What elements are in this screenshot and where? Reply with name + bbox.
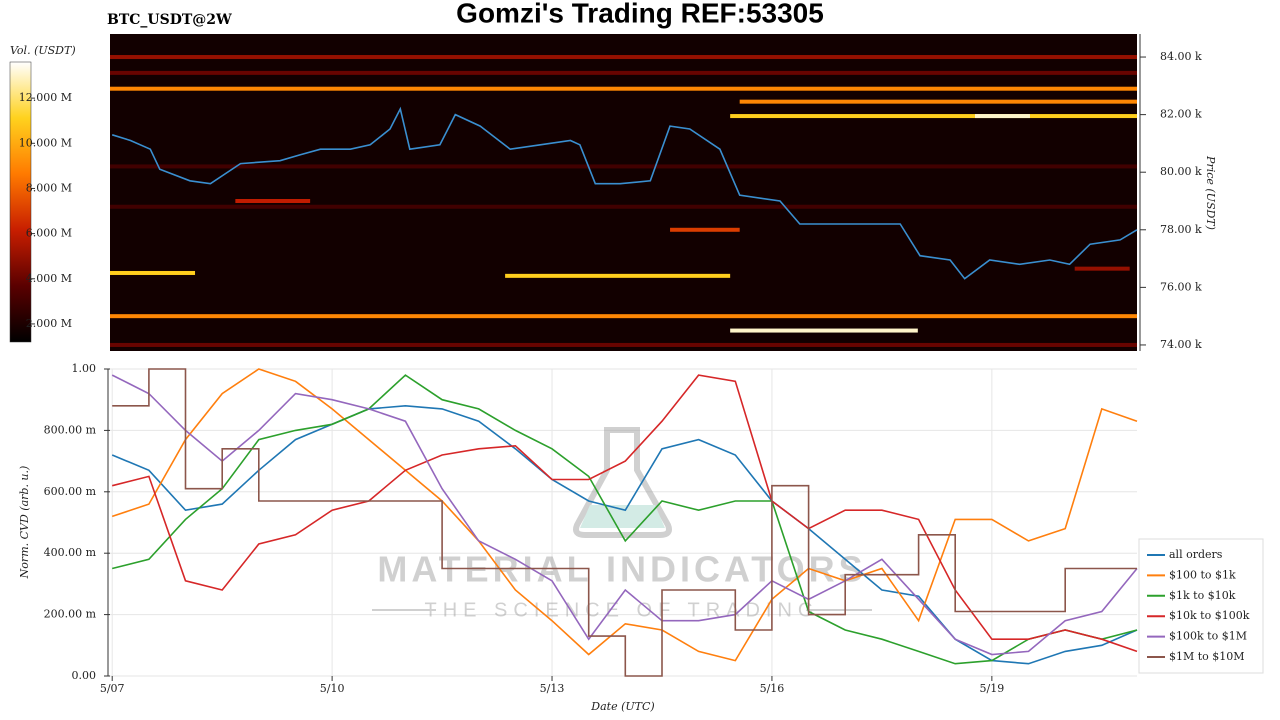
y-tick-label: 76.00 k xyxy=(1160,280,1202,293)
legend-label: $1M to $10M xyxy=(1169,650,1245,663)
liquidity-level xyxy=(1074,266,1130,271)
liquidity-level xyxy=(110,342,1137,347)
liquidity-level xyxy=(110,204,1137,209)
liquidity-level xyxy=(110,314,1137,319)
colorbar-tick-label: 10.000 M xyxy=(19,136,72,149)
liquidity-level xyxy=(110,86,1137,91)
x-tick-label: 5/19 xyxy=(980,682,1005,695)
watermark-icon xyxy=(573,427,672,538)
colorbar-tick-label: 8.000 M xyxy=(26,181,72,194)
watermark-subtitle: THE SCIENCE OF TRADING xyxy=(425,599,820,621)
y-axis-label: Norm. CVD (arb. u.) xyxy=(18,466,31,580)
liquidity-level xyxy=(110,55,1137,60)
liquidity-level xyxy=(730,328,918,333)
symbol-label: BTC_USDT@2W xyxy=(107,12,232,28)
x-tick-label: 5/13 xyxy=(540,682,565,695)
price-line xyxy=(111,106,1138,280)
cvd-line xyxy=(111,404,1138,665)
y-tick-label: 84.00 k xyxy=(1160,50,1202,63)
legend-label: $1k to $10k xyxy=(1169,589,1236,602)
y-tick-label: 1.00 xyxy=(72,362,97,375)
liquidity-level xyxy=(110,70,1137,75)
y-tick-label: 800.00 m xyxy=(44,423,97,436)
watermark-icon-fill xyxy=(580,505,665,528)
legend-label: $10k to $100k xyxy=(1169,609,1250,622)
liquidity-level xyxy=(110,270,196,275)
y-axis-label: Price (USDT) xyxy=(1204,155,1217,230)
colorbar-tick-label: 12.000 M xyxy=(19,91,72,104)
liquidity-level xyxy=(670,227,740,232)
heatmap-background xyxy=(110,34,1137,351)
y-tick-label: 78.00 k xyxy=(1160,223,1202,236)
cvd-line xyxy=(112,374,1138,653)
x-tick-label: 5/07 xyxy=(100,682,125,695)
legend-box xyxy=(1138,538,1264,674)
colorbar-tick-label: 4.000 M xyxy=(26,272,72,285)
liquidity-level xyxy=(505,273,731,278)
liquidity-level xyxy=(974,114,1030,119)
legend-label: $100k to $1M xyxy=(1169,630,1247,643)
y-tick-label: 74.00 k xyxy=(1160,338,1202,351)
colorbar-label: Vol. (USDT) xyxy=(10,44,76,57)
y-tick-label: 80.00 k xyxy=(1160,165,1202,178)
y-tick-label: 200.00 m xyxy=(44,608,97,621)
colorbar-tick-label: 2.000 M xyxy=(26,317,72,330)
liquidity-level xyxy=(739,99,1137,104)
colorbar xyxy=(9,61,32,343)
liquidity-level xyxy=(110,164,1137,169)
y-tick-label: 400.00 m xyxy=(44,546,97,559)
colorbar-tick-label: 6.000 M xyxy=(26,227,72,240)
x-tick-label: 5/10 xyxy=(320,682,345,695)
chart-title: Gomzi's Trading REF:53305 xyxy=(456,0,824,28)
y-tick-label: 82.00 k xyxy=(1160,108,1202,121)
cvd-line xyxy=(111,374,1138,656)
y-tick-label: 0.00 xyxy=(72,669,97,682)
legend-label: $100 to $1k xyxy=(1169,568,1236,581)
cvd-line xyxy=(112,368,1137,677)
x-axis-label: Date (UTC) xyxy=(590,700,654,713)
cvd-line xyxy=(111,368,1138,662)
y-tick-label: 600.00 m xyxy=(44,485,97,498)
liquidity-level xyxy=(235,198,311,203)
liquidity-level xyxy=(730,114,1137,119)
legend-label: all orders xyxy=(1169,548,1223,561)
cvd-line xyxy=(112,374,1138,665)
x-tick-label: 5/16 xyxy=(760,682,785,695)
